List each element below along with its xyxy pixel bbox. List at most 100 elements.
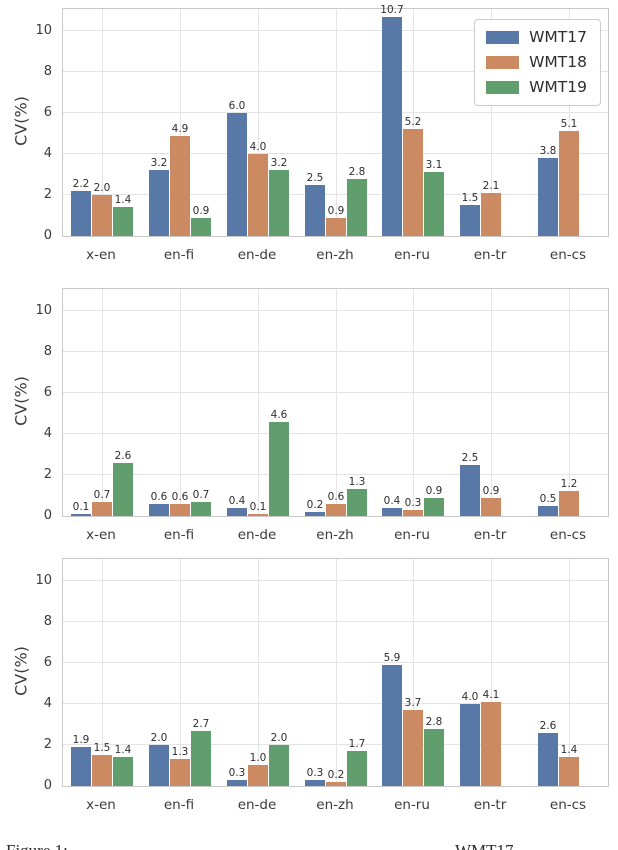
bar-wmt17-en-ru	[382, 508, 402, 516]
gridline-vertical	[336, 289, 337, 516]
gridline-vertical	[413, 9, 414, 236]
bar-wmt19-en-zh	[347, 489, 367, 516]
y-tick-label: 4	[43, 696, 52, 711]
bar-value-label: 5.2	[404, 116, 422, 128]
bar-value-label: 1.5	[93, 742, 111, 754]
figure-caption-right-fragment: WMT17	[455, 841, 514, 850]
legend-label: WMT19	[529, 78, 587, 96]
bar-wmt18-en-cs	[559, 757, 579, 786]
bar-wmt18-en-zh	[326, 782, 346, 786]
bar-value-label: 3.8	[539, 145, 557, 157]
gridline-vertical	[569, 9, 570, 236]
bar-wmt17-en-tr	[460, 205, 480, 236]
y-tick-label: 6	[43, 105, 52, 120]
bar-wmt17-en-de	[227, 780, 247, 786]
x-tick-label: en-zh	[316, 797, 354, 813]
bar-value-label: 1.0	[249, 752, 267, 764]
bar-wmt19-en-zh	[347, 179, 367, 236]
bar-wmt18-x-en	[92, 195, 112, 236]
legend-label: WMT17	[529, 28, 587, 46]
bar-wmt18-en-zh	[326, 504, 346, 516]
legend-entry-wmt17: WMT17	[486, 29, 587, 46]
legend-entry-wmt18: WMT18	[486, 54, 587, 71]
bar-wmt17-en-tr	[460, 704, 480, 786]
gridline-vertical	[569, 559, 570, 786]
bar-value-label: 1.3	[348, 476, 366, 488]
bar-wmt18-en-cs	[559, 491, 579, 516]
bar-value-label: 0.2	[327, 769, 345, 781]
bar-value-label: 0.5	[539, 493, 557, 505]
bar-chart-wmt-bottom: 1.9 2.0 0.3 0.3 5.9 4.0 2.6 1.5 1.3 1.0 0.2 3.7 4.1 1…	[0, 558, 618, 818]
bar-value-label: 1.9	[72, 734, 90, 746]
bar-wmt17-en-zh	[305, 185, 325, 236]
bar-value-label: 0.9	[327, 205, 345, 217]
bar-wmt19-en-fi	[191, 731, 211, 786]
bar-value-label: 2.0	[93, 182, 111, 194]
gridline-vertical	[180, 9, 181, 236]
bar-wmt18-en-tr	[481, 702, 501, 786]
bar-wmt17-en-tr	[460, 465, 480, 516]
x-tick-label: x-en	[86, 797, 116, 813]
bar-value-label: 4.1	[482, 689, 500, 701]
bar-value-label: 3.2	[150, 157, 168, 169]
bar-value-label: 2.8	[425, 716, 443, 728]
bar-value-label: 2.7	[192, 718, 210, 730]
bar-value-label: 0.2	[306, 499, 324, 511]
bar-value-label: 1.7	[348, 738, 366, 750]
plot-area: 1.9 2.0 0.3 0.3 5.9 4.0 2.6 1.5 1.3 1.0 0.2 3.7 4.1 1…	[62, 558, 609, 787]
gridline-vertical	[413, 289, 414, 516]
bar-value-label: 0.3	[306, 767, 324, 779]
gridline-vertical	[180, 289, 181, 516]
bar-wmt17-en-ru	[382, 17, 402, 236]
bar-wmt18-en-ru	[403, 510, 423, 516]
bar-value-label: 1.2	[560, 478, 578, 490]
bar-value-label: 0.9	[482, 485, 500, 497]
x-tick-label: en-fi	[163, 247, 195, 263]
gridline-vertical	[258, 559, 259, 786]
gridline-vertical	[180, 559, 181, 786]
bar-wmt17-en-cs	[538, 506, 558, 516]
bar-wmt19-x-en	[113, 757, 133, 786]
y-tick-label: 0	[43, 228, 52, 243]
bar-value-label: 2.8	[348, 166, 366, 178]
bar-value-label: 1.4	[114, 744, 132, 756]
bar-value-label: 0.3	[228, 767, 246, 779]
gridline-vertical	[336, 559, 337, 786]
y-axis-label: CV(%)	[11, 96, 31, 146]
bar-value-label: 1.3	[171, 746, 189, 758]
bar-wmt18-en-de	[248, 514, 268, 516]
bar-value-label: 1.4	[560, 744, 578, 756]
bar-value-label: 10.7	[380, 4, 404, 16]
legend-swatch-wmt18	[486, 56, 520, 69]
bar-wmt18-en-fi	[170, 759, 190, 786]
bar-value-label: 4.6	[270, 409, 288, 421]
bar-wmt19-x-en	[113, 207, 133, 236]
bar-wmt19-en-de	[269, 170, 289, 236]
legend: WMT17 WMT18 WMT19	[474, 19, 601, 106]
bar-value-label: 3.2	[270, 157, 288, 169]
bar-wmt18-en-fi	[170, 504, 190, 516]
x-tick-label: en-de	[237, 527, 277, 543]
bar-value-label: 2.5	[306, 172, 324, 184]
bar-wmt18-en-de	[248, 154, 268, 236]
y-tick-label: 6	[43, 655, 52, 670]
bar-value-label: 0.3	[404, 497, 422, 509]
gridline-horizontal	[63, 310, 608, 311]
bar-value-label: 0.6	[327, 491, 345, 503]
bar-wmt19-x-en	[113, 463, 133, 516]
gridline-vertical	[491, 559, 492, 786]
bar-value-label: 0.6	[150, 491, 168, 503]
gridline-horizontal	[63, 621, 608, 622]
y-tick-label: 8	[43, 614, 52, 629]
bar-wmt18-en-tr	[481, 193, 501, 236]
gridline-horizontal	[63, 112, 608, 113]
gridline-horizontal	[63, 744, 608, 745]
bar-wmt17-en-zh	[305, 780, 325, 786]
bar-value-label: 0.4	[383, 495, 401, 507]
bar-value-label: 2.6	[539, 720, 557, 732]
gridline-horizontal	[63, 703, 608, 704]
bar-value-label: 3.7	[404, 697, 422, 709]
y-tick-label: 4	[43, 146, 52, 161]
y-tick-label: 8	[43, 344, 52, 359]
x-tick-label: en-ru	[394, 797, 430, 813]
